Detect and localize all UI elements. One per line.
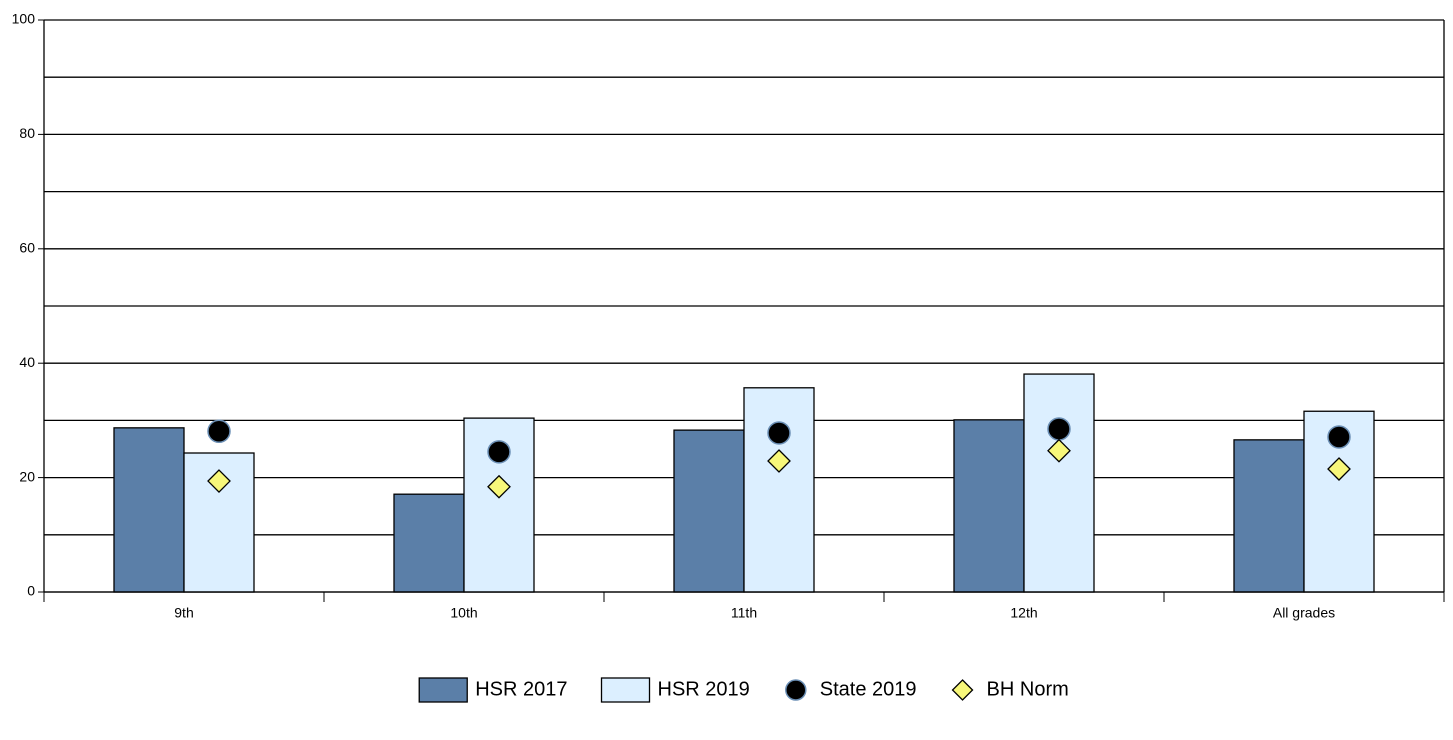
bar	[673, 429, 745, 593]
x-tick-label: 12th	[1010, 605, 1037, 621]
legend-swatch	[785, 679, 807, 701]
legend-swatch	[600, 677, 651, 703]
y-tick-label: 80	[19, 125, 35, 141]
legend-label: BH Norm	[987, 678, 1069, 700]
bar	[113, 427, 185, 593]
marker	[487, 440, 511, 464]
x-tick-label: 11th	[731, 605, 757, 621]
marker	[1047, 417, 1071, 441]
legend-item: HSR 2019	[600, 677, 750, 703]
marker	[1327, 425, 1351, 449]
legend-item: BH Norm	[951, 678, 1069, 701]
x-tick-label: 9th	[174, 605, 193, 621]
marker	[1047, 438, 1071, 463]
marker	[767, 421, 791, 445]
bar	[953, 419, 1025, 593]
bar	[1233, 439, 1305, 593]
y-tick-label: 100	[12, 11, 36, 27]
marker	[1327, 457, 1351, 481]
marker	[487, 474, 511, 499]
legend-item: HSR 2017	[418, 677, 568, 703]
y-tick-label: 60	[19, 240, 35, 256]
legend-item: State 2019	[785, 678, 917, 701]
bar	[393, 493, 465, 593]
marker	[207, 419, 231, 444]
marker	[207, 469, 231, 493]
y-tick-label: 20	[19, 468, 35, 484]
legend-label: HSR 2017	[475, 678, 567, 700]
legend-swatch	[951, 679, 974, 701]
marker	[767, 449, 791, 473]
x-tick-label: 10th	[450, 605, 477, 621]
legend-swatch	[418, 677, 468, 703]
y-tick-label: 40	[19, 354, 35, 370]
legend-label: State 2019	[820, 678, 917, 700]
y-tick-label: 0	[27, 583, 35, 599]
x-tick-label: All grades	[1273, 605, 1335, 621]
bar	[743, 387, 815, 593]
legend-label: HSR 2019	[658, 678, 750, 700]
bar	[1023, 373, 1095, 593]
